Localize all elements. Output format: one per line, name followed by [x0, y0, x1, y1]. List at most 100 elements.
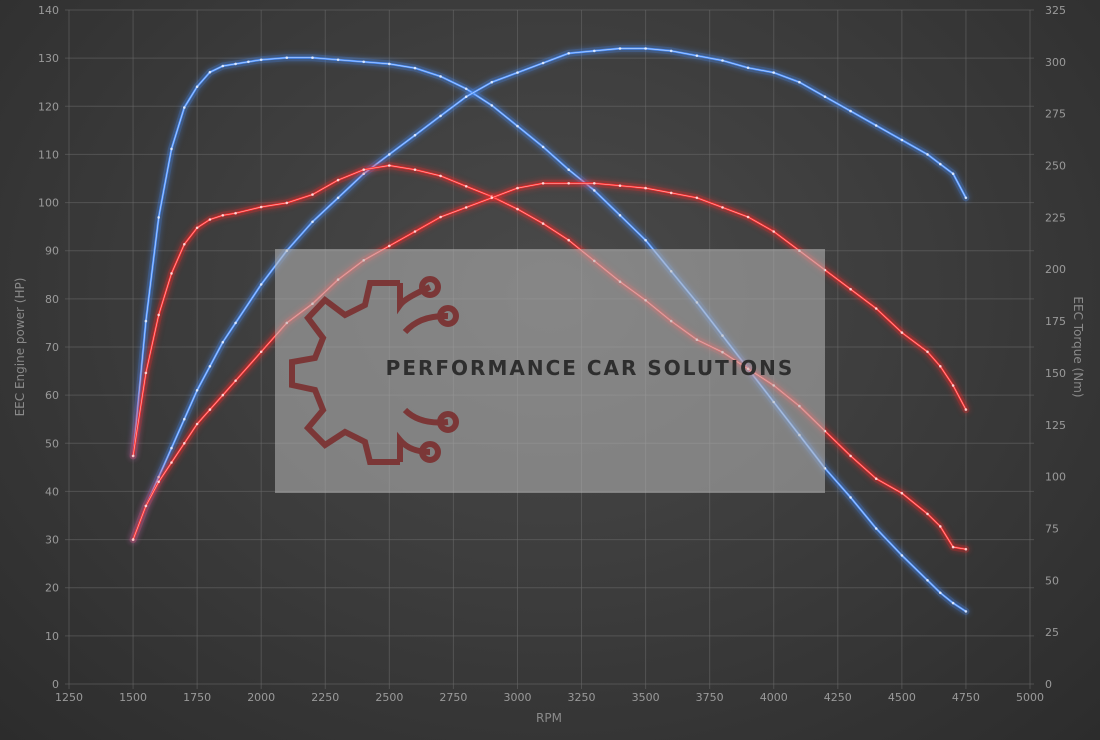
y-left-tick-label: 30: [45, 534, 59, 547]
data-point: [644, 186, 647, 190]
data-point: [593, 182, 596, 185]
y-right-tick-label: 200: [1045, 263, 1066, 276]
data-point: [593, 49, 596, 53]
data-point: [362, 168, 366, 171]
data-point: [721, 59, 724, 62]
y-left-tick-label: 130: [38, 52, 59, 65]
y-left-tick-label: 110: [38, 148, 59, 161]
y-axis-right-title: EEC Torque (Nm): [1071, 296, 1085, 397]
gear-circuit-logo-icon: [289, 276, 459, 465]
data-point: [849, 287, 852, 291]
data-point: [439, 75, 442, 78]
data-point: [849, 454, 852, 458]
data-point: [541, 182, 545, 185]
y-left-tick-label: 70: [45, 341, 59, 354]
data-point: [234, 211, 237, 215]
y-right-tick-label: 25: [1045, 626, 1059, 639]
data-point: [567, 182, 570, 185]
x-tick-label: 1250: [55, 691, 83, 704]
x-tick-label: 5000: [1016, 691, 1044, 704]
y-left-tick-label: 0: [52, 678, 59, 691]
y-right-tick-label: 150: [1045, 367, 1066, 380]
data-point: [926, 350, 929, 354]
data-point: [874, 307, 878, 310]
data-point: [259, 205, 263, 209]
data-point: [951, 601, 955, 605]
x-tick-label: 3500: [632, 691, 660, 704]
y-left-tick-label: 90: [45, 245, 59, 258]
data-point: [874, 477, 878, 481]
x-tick-label: 2250: [311, 691, 339, 704]
data-point: [221, 64, 225, 68]
data-point: [964, 610, 968, 613]
y-right-tick-label: 325: [1045, 4, 1066, 17]
data-point: [439, 174, 442, 178]
data-point: [131, 538, 135, 541]
data-point: [464, 95, 468, 98]
data-point: [951, 172, 955, 175]
x-tick-label: 3750: [696, 691, 724, 704]
data-point: [157, 313, 160, 317]
data-point: [195, 226, 199, 230]
data-point: [208, 408, 212, 411]
data-point: [413, 230, 417, 233]
data-point: [195, 389, 199, 392]
x-tick-label: 3250: [568, 691, 596, 704]
x-tick-label: 1750: [183, 691, 211, 704]
data-point: [183, 417, 186, 421]
data-point: [157, 480, 160, 484]
data-point: [221, 393, 225, 397]
axis-ticks: 1250 1500 1750 2000 2250 2500 2750 3000 3250 3500…: [38, 4, 1066, 704]
data-point: [311, 193, 314, 196]
data-point: [900, 138, 904, 142]
data-point: [464, 206, 468, 209]
y-left-tick-label: 10: [45, 630, 59, 643]
y-left-tick-label: 120: [38, 100, 59, 113]
data-point: [939, 365, 942, 368]
data-point: [772, 230, 775, 233]
data-point: [926, 512, 929, 516]
data-point: [939, 162, 942, 166]
data-point: [964, 547, 968, 551]
data-point: [388, 244, 391, 248]
y-left-tick-label: 20: [45, 582, 59, 595]
x-tick-label: 2750: [439, 691, 467, 704]
data-point: [464, 185, 468, 188]
y-right-tick-label: 275: [1045, 108, 1066, 121]
data-point: [362, 60, 366, 64]
data-point: [926, 153, 929, 156]
data-point: [170, 461, 173, 464]
data-point: [439, 114, 442, 118]
y-right-tick-label: 50: [1045, 574, 1059, 587]
data-point: [746, 215, 750, 219]
data-point: [874, 527, 878, 530]
data-point: [285, 201, 289, 205]
data-point: [336, 58, 340, 62]
data-point: [874, 124, 878, 127]
data-point: [183, 442, 186, 445]
series-group: [129, 45, 970, 615]
data-point: [939, 525, 942, 528]
data-point: [144, 504, 148, 508]
data-point: [541, 145, 545, 149]
data-point: [721, 206, 724, 209]
data-point: [926, 579, 929, 582]
y-left-tick-label: 100: [38, 197, 59, 210]
y-right-tick-label: 100: [1045, 471, 1066, 484]
y-right-tick-label: 125: [1045, 419, 1066, 432]
data-point: [464, 87, 468, 91]
data-point: [170, 272, 173, 275]
x-tick-label: 4750: [952, 691, 980, 704]
data-point: [669, 49, 673, 53]
data-point: [208, 218, 212, 221]
y-right-tick-label: 300: [1045, 56, 1066, 69]
data-point: [618, 214, 622, 217]
data-point: [900, 331, 904, 334]
data-point: [234, 379, 237, 383]
data-point: [413, 133, 417, 137]
x-tick-label: 1500: [119, 691, 147, 704]
data-point: [567, 238, 570, 242]
data-point: [195, 85, 199, 88]
data-point: [170, 147, 173, 151]
